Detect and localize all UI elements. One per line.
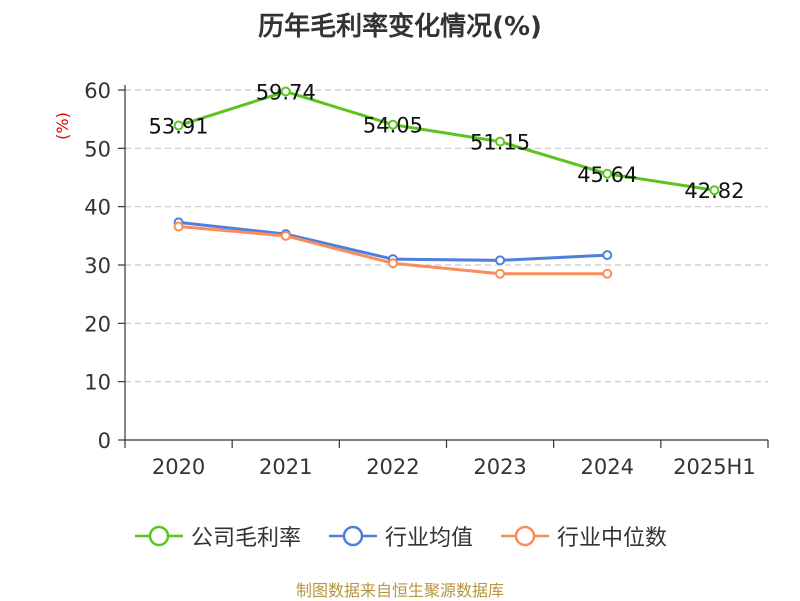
data-point bbox=[280, 86, 291, 97]
legend-marker bbox=[501, 525, 549, 547]
data-label-layer: 53.91 59.74 54.05 51.15 45.64 42.82 bbox=[149, 81, 745, 204]
data-point bbox=[602, 250, 613, 261]
legend-item-2[interactable]: 行业均值 bbox=[327, 520, 473, 552]
data-point bbox=[173, 120, 184, 131]
x-tick-label: 2023 bbox=[473, 455, 526, 479]
data-point bbox=[173, 221, 184, 232]
data-label: 54.05 bbox=[363, 114, 423, 138]
chart-title: 历年毛利率变化情况(%) bbox=[258, 12, 542, 42]
series-line-1 bbox=[178, 90, 715, 192]
data-point bbox=[387, 119, 398, 130]
legend-marker bbox=[134, 525, 183, 547]
grid-layer bbox=[125, 89, 768, 383]
x-tick-label: 2024 bbox=[581, 455, 634, 479]
data-label: 42.82 bbox=[684, 179, 744, 203]
x-tick-label: 2020 bbox=[152, 455, 205, 479]
x-tick-label: 2025H1 bbox=[673, 455, 756, 479]
data-label: 45.64 bbox=[577, 163, 637, 187]
y-tick-label: 40 bbox=[84, 196, 111, 220]
x-tick-label: 2022 bbox=[366, 455, 419, 479]
legend-label: 行业中位数 bbox=[557, 526, 668, 551]
source-note: 制图数据来自恒生聚源数据库 bbox=[295, 581, 504, 600]
y-axis-unit-label: (%) bbox=[53, 112, 72, 140]
data-point bbox=[495, 268, 506, 279]
y-tick-label: 20 bbox=[84, 312, 111, 336]
y-tick-label: 30 bbox=[84, 254, 111, 278]
y-tick-label: 60 bbox=[84, 79, 111, 103]
data-point bbox=[602, 268, 613, 279]
legend: 公司毛利率 行业均值 行业中位数 bbox=[0, 518, 800, 554]
data-point bbox=[495, 136, 506, 147]
y-tick-label: 50 bbox=[84, 137, 111, 161]
x-tick-label: 2021 bbox=[259, 455, 312, 479]
axis-layer: 0 10 20 30 40 50 60 (%) 2020 2021 2022 2023 2024 2025… bbox=[53, 79, 769, 479]
data-point bbox=[280, 230, 291, 241]
legend-label: 行业均值 bbox=[384, 526, 473, 551]
data-point bbox=[602, 168, 613, 179]
legend-item-3[interactable]: 行业中位数 bbox=[499, 520, 667, 552]
data-point bbox=[495, 255, 506, 266]
series-layer bbox=[173, 86, 720, 279]
data-label: 51.15 bbox=[470, 131, 530, 155]
data-label: 59.74 bbox=[256, 81, 316, 105]
y-tick-label: 10 bbox=[84, 371, 111, 395]
data-point bbox=[709, 185, 720, 196]
data-label: 53.91 bbox=[149, 115, 209, 139]
legend-item-1[interactable]: 公司毛利率 bbox=[133, 520, 301, 552]
data-point bbox=[387, 258, 398, 269]
legend-marker bbox=[328, 525, 377, 547]
y-tick-label: 0 bbox=[98, 429, 111, 453]
legend-label: 公司毛利率 bbox=[190, 526, 301, 551]
